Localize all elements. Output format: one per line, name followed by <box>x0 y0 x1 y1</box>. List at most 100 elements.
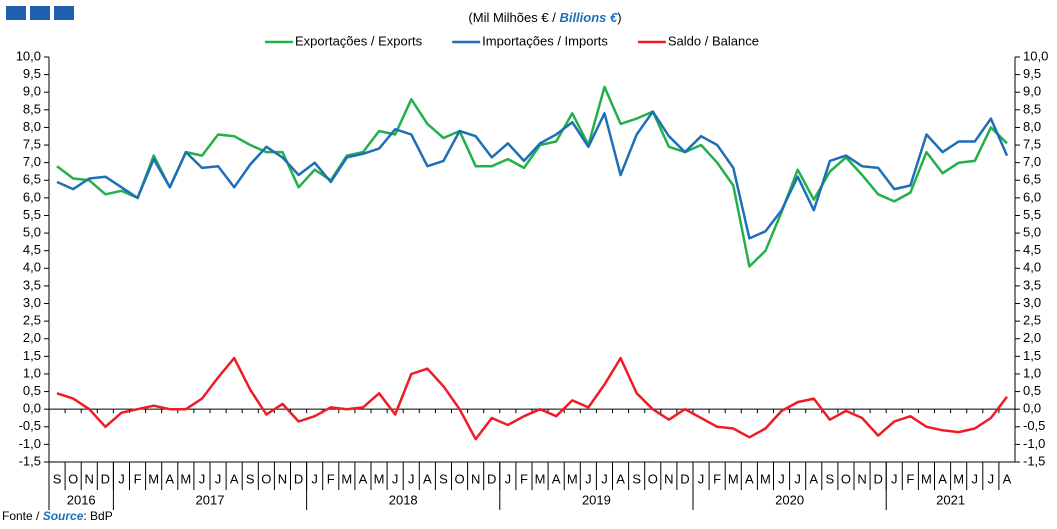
y-tick-label: 7,0 <box>23 154 41 169</box>
x-tick-label: M <box>953 471 964 486</box>
subtitle-part: (Mil Milhões € / <box>468 10 559 25</box>
x-tick-label: N <box>85 471 94 486</box>
year-label: 2017 <box>196 492 225 507</box>
x-tick-label: M <box>341 471 352 486</box>
x-tick-label: J <box>215 471 222 486</box>
source-part: Source <box>43 509 84 523</box>
x-tick-label: O <box>454 471 464 486</box>
x-tick-label: S <box>246 471 255 486</box>
x-tick-label: N <box>471 471 480 486</box>
x-tick-label: F <box>520 471 528 486</box>
subtitle-part: ) <box>617 10 621 25</box>
y-tick-label: 7,5 <box>23 136 41 151</box>
x-tick-label: A <box>745 471 754 486</box>
y-tick-label: -1,5 <box>19 453 41 468</box>
y2-tick-label: 4,5 <box>1023 242 1041 257</box>
x-tick-label: F <box>327 471 335 486</box>
y2-tick-label: 0,0 <box>1023 401 1041 416</box>
logo-block <box>30 6 50 20</box>
year-label: 2021 <box>936 492 965 507</box>
x-tick-label: M <box>728 471 739 486</box>
x-tick-label: M <box>148 471 159 486</box>
x-tick-label: O <box>841 471 851 486</box>
y-tick-label: 5,0 <box>23 225 41 240</box>
y2-tick-label: -1,0 <box>1023 436 1045 451</box>
y-tick-label: 4,5 <box>23 242 41 257</box>
x-tick-label: A <box>616 471 625 486</box>
y-tick-label: -1,0 <box>19 436 41 451</box>
x-tick-label: D <box>487 471 496 486</box>
y2-tick-label: 3,0 <box>1023 295 1041 310</box>
x-tick-label: A <box>1003 471 1012 486</box>
y-tick-label: 2,0 <box>23 330 41 345</box>
x-tick-label: S <box>439 471 448 486</box>
x-tick-label: J <box>408 471 415 486</box>
legend-label: Exportações / Exports <box>295 33 423 48</box>
x-tick-label: A <box>230 471 239 486</box>
y2-tick-label: 6,0 <box>1023 189 1041 204</box>
y-tick-label: 3,0 <box>23 295 41 310</box>
x-tick-label: J <box>778 471 785 486</box>
subtitle: (Mil Milhões € / Billions €) <box>468 10 621 25</box>
y-tick-label: 6,5 <box>23 172 41 187</box>
x-tick-label: M <box>180 471 191 486</box>
x-tick-label: D <box>101 471 110 486</box>
y2-tick-label: 8,0 <box>1023 119 1041 134</box>
y-tick-label: 8,5 <box>23 101 41 116</box>
y2-tick-label: 8,5 <box>1023 101 1041 116</box>
x-tick-label: S <box>53 471 62 486</box>
series-line <box>56 85 1008 268</box>
x-tick-label: J <box>311 471 318 486</box>
x-tick-label: D <box>873 471 882 486</box>
y-tick-label: 6,0 <box>23 189 41 204</box>
series-line <box>56 110 1009 240</box>
x-tick-label: F <box>713 471 721 486</box>
x-tick-label: J <box>118 471 125 486</box>
x-tick-label: F <box>134 471 142 486</box>
legend-label: Importações / Imports <box>482 33 608 48</box>
subtitle-part: Billions € <box>559 10 618 25</box>
x-tick-label: A <box>359 471 368 486</box>
y-tick-label: 9,5 <box>23 66 41 81</box>
y-tick-label: 4,0 <box>23 260 41 275</box>
y-tick-label: 1,5 <box>23 348 41 363</box>
x-tick-label: M <box>535 471 546 486</box>
x-tick-label: D <box>680 471 689 486</box>
x-tick-label: J <box>585 471 592 486</box>
x-tick-label: J <box>199 471 206 486</box>
y2-tick-label: 1,5 <box>1023 348 1041 363</box>
x-tick-label: J <box>891 471 898 486</box>
x-tick-label: A <box>552 471 561 486</box>
year-label: 2016 <box>67 492 96 507</box>
y2-tick-label: 9,5 <box>1023 66 1041 81</box>
x-tick-label: N <box>278 471 287 486</box>
logo-block <box>6 6 26 20</box>
y2-tick-label: 2,5 <box>1023 313 1041 328</box>
x-tick-label: J <box>794 471 801 486</box>
y2-tick-label: 5,5 <box>1023 207 1041 222</box>
y2-tick-label: 7,0 <box>1023 154 1041 169</box>
y2-tick-label: 10,0 <box>1023 48 1048 63</box>
y2-tick-label: 5,0 <box>1023 225 1041 240</box>
logo-block <box>54 6 74 20</box>
x-tick-label: M <box>760 471 771 486</box>
y-tick-label: 0,5 <box>23 383 41 398</box>
x-tick-label: O <box>261 471 271 486</box>
y2-tick-label: 3,5 <box>1023 277 1041 292</box>
x-tick-label: S <box>632 471 641 486</box>
y2-tick-label: 4,0 <box>1023 260 1041 275</box>
x-tick-label: J <box>698 471 705 486</box>
x-tick-label: M <box>921 471 932 486</box>
x-tick-label: M <box>567 471 578 486</box>
x-tick-label: M <box>374 471 385 486</box>
y-tick-label: 10,0 <box>16 48 41 63</box>
source-part: Fonte / <box>2 509 43 523</box>
year-label: 2019 <box>582 492 611 507</box>
x-tick-label: A <box>423 471 432 486</box>
x-tick-label: J <box>601 471 608 486</box>
y2-tick-label: -0,5 <box>1023 418 1045 433</box>
y-tick-label: 3,5 <box>23 277 41 292</box>
source-part: : BdP <box>83 509 112 523</box>
source: Fonte / Source: BdP <box>2 509 113 523</box>
